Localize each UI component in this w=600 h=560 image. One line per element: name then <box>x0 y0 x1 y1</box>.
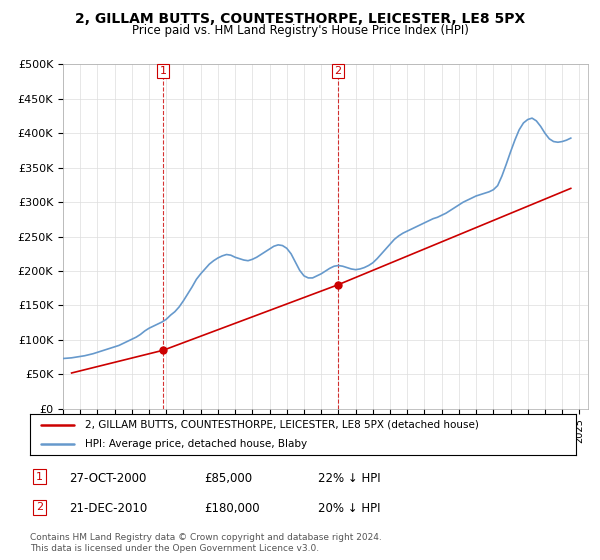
Text: 21-DEC-2010: 21-DEC-2010 <box>69 502 147 515</box>
Text: Price paid vs. HM Land Registry's House Price Index (HPI): Price paid vs. HM Land Registry's House … <box>131 24 469 37</box>
Text: 20% ↓ HPI: 20% ↓ HPI <box>318 502 380 515</box>
Text: 1: 1 <box>160 66 167 76</box>
Text: 22% ↓ HPI: 22% ↓ HPI <box>318 472 380 484</box>
Text: £85,000: £85,000 <box>204 472 252 484</box>
Text: 2, GILLAM BUTTS, COUNTESTHORPE, LEICESTER, LE8 5PX (detached house): 2, GILLAM BUTTS, COUNTESTHORPE, LEICESTE… <box>85 420 478 430</box>
Text: 2: 2 <box>36 502 43 512</box>
Text: 2, GILLAM BUTTS, COUNTESTHORPE, LEICESTER, LE8 5PX: 2, GILLAM BUTTS, COUNTESTHORPE, LEICESTE… <box>75 12 525 26</box>
Text: Contains HM Land Registry data © Crown copyright and database right 2024.
This d: Contains HM Land Registry data © Crown c… <box>30 533 382 553</box>
Text: HPI: Average price, detached house, Blaby: HPI: Average price, detached house, Blab… <box>85 438 307 449</box>
Text: £180,000: £180,000 <box>204 502 260 515</box>
Text: 1: 1 <box>36 472 43 482</box>
Text: 27-OCT-2000: 27-OCT-2000 <box>69 472 146 484</box>
Text: 2: 2 <box>334 66 341 76</box>
